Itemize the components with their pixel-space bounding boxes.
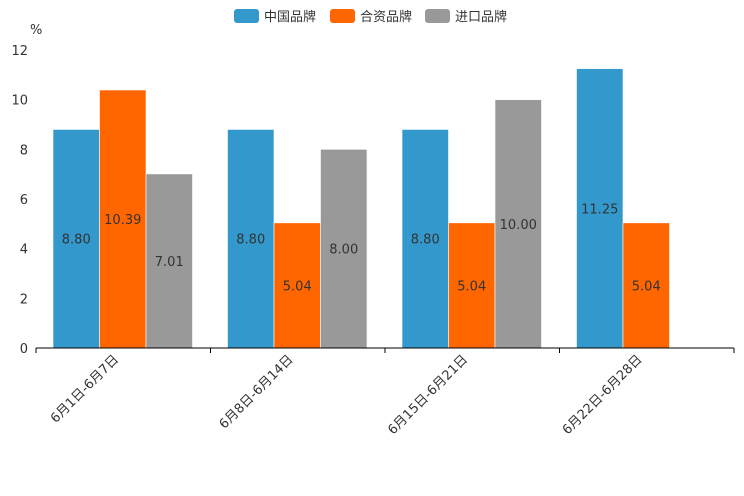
data-label: 5.04 (283, 279, 312, 294)
bar[interactable] (227, 129, 275, 349)
data-label: 8.00 (329, 243, 358, 258)
y-tick-label: 0 (20, 342, 28, 357)
data-label: 5.04 (632, 279, 661, 294)
y-tick-label: 2 (20, 292, 28, 307)
data-label: 10.00 (500, 218, 537, 233)
x-category-label: 6月1日-6月7日 (48, 352, 122, 426)
data-label: 8.80 (236, 233, 265, 248)
y-tick-label: 12 (11, 44, 28, 59)
data-label: 8.80 (62, 233, 91, 248)
y-tick-label: 8 (20, 143, 28, 158)
x-category-label: 6月8日-6月14日 (217, 352, 297, 432)
x-category-label: 6月15日-6月21日 (385, 352, 471, 438)
y-tick-label: 10 (11, 94, 28, 109)
bar[interactable] (99, 89, 147, 349)
legend-label[interactable]: 合资品牌 (360, 9, 412, 25)
legend-swatch[interactable] (234, 9, 259, 23)
bars: 8.80 10.39 7.01 8.80 5.04 8.00 8.80 5.04 10.00 11… (52, 68, 670, 349)
data-label: 5.04 (457, 279, 486, 294)
y-tick-label: 6 (20, 193, 28, 208)
x-axis: 6月1日-6月7日 6月8日-6月14日 6月15日-6月21日 6月22日-6月28… (35, 347, 735, 438)
bar[interactable] (320, 149, 368, 349)
legend-label[interactable]: 进口品牌 (455, 9, 507, 25)
bar[interactable] (145, 173, 193, 349)
bar[interactable] (448, 222, 496, 349)
data-label: 8.80 (411, 233, 440, 248)
bar[interactable] (52, 129, 100, 349)
legend-swatch[interactable] (425, 9, 450, 23)
legend: 中国品牌 合资品牌 进口品牌 (234, 9, 507, 25)
x-category-label: 6月22日-6月28日 (560, 352, 646, 438)
data-label: 7.01 (155, 255, 184, 270)
legend-label[interactable]: 中国品牌 (264, 9, 316, 25)
data-label: 10.39 (104, 213, 141, 228)
bar[interactable] (273, 222, 321, 349)
bar[interactable] (576, 68, 624, 349)
legend-swatch[interactable] (330, 9, 355, 23)
data-label: 11.25 (581, 202, 618, 217)
bar[interactable] (622, 222, 670, 349)
y-axis-unit: % (30, 23, 42, 38)
y-axis: 0 2 4 6 8 10 12 (11, 44, 28, 357)
y-tick-label: 4 (20, 243, 28, 258)
